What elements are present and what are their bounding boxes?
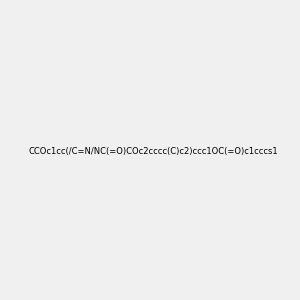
Text: CCOc1cc(/C=N/NC(=O)COc2cccc(C)c2)ccc1OC(=O)c1cccs1: CCOc1cc(/C=N/NC(=O)COc2cccc(C)c2)ccc1OC(… (29, 147, 279, 156)
